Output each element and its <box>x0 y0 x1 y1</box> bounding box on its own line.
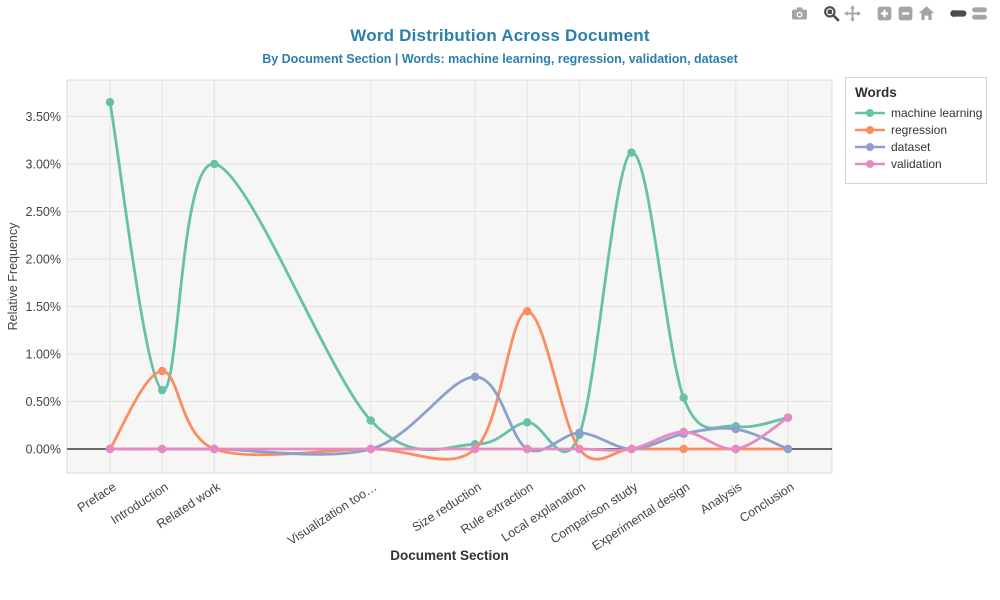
data-point[interactable] <box>627 148 636 157</box>
x-axis-title: Document Section <box>390 548 509 563</box>
data-point[interactable] <box>470 372 480 381</box>
data-point[interactable] <box>679 444 688 454</box>
plot-background <box>67 80 832 473</box>
y-tick-label: 3.50% <box>26 110 61 124</box>
gridlines <box>67 80 832 473</box>
data-point[interactable] <box>523 418 532 427</box>
data-point[interactable] <box>731 424 740 434</box>
data-point[interactable] <box>575 428 584 438</box>
trace-line <box>108 416 790 452</box>
legend: Words machine learning regression dataset v… <box>845 77 987 184</box>
y-tick-label: 0.00% <box>26 443 61 457</box>
home-icon[interactable] <box>916 4 937 23</box>
chart-subtitle: By Document Section | Words: machine lea… <box>262 52 738 66</box>
data-point[interactable] <box>575 444 584 454</box>
legend-swatch-icon <box>855 126 885 134</box>
data-point[interactable] <box>105 98 115 107</box>
chart-title: Word Distribution Across Document <box>350 26 650 45</box>
legend-label: machine learning <box>891 106 983 120</box>
zoom-in-icon[interactable] <box>874 4 895 23</box>
camera-icon[interactable] <box>789 4 810 23</box>
data-point[interactable] <box>470 444 480 454</box>
data-point[interactable] <box>210 444 219 454</box>
hover-closest-icon[interactable] <box>948 4 969 23</box>
data-point[interactable] <box>157 444 167 454</box>
legend-item-validation[interactable]: validation <box>855 157 977 171</box>
y-tick-labels: 0.00% 0.50% 1.00% 1.50% 2.00% 2.50% 3.00% 3.50% <box>26 110 61 457</box>
legend-items: machine learning regression dataset validat… <box>855 106 982 171</box>
x-tick-label: Comparison study <box>548 479 641 546</box>
data-point[interactable] <box>366 444 375 454</box>
pan-icon[interactable] <box>842 4 863 23</box>
x-tick-label: Experimental design <box>590 480 693 553</box>
data-point[interactable] <box>783 444 793 454</box>
y-tick-label: 1.00% <box>26 348 61 362</box>
y-tick-label: 1.50% <box>26 300 61 314</box>
x-tick-label: Visualization too… <box>285 480 379 548</box>
modebar-group <box>821 4 863 23</box>
y-tick-label: 2.50% <box>26 205 61 219</box>
legend-item-regression[interactable]: regression <box>855 123 977 137</box>
x-tick-label: Conclusion <box>737 480 797 525</box>
modebar-group <box>948 4 990 23</box>
modebar-group <box>789 4 810 23</box>
hover-compare-icon[interactable] <box>969 4 990 23</box>
zoom-out-icon[interactable] <box>895 4 916 23</box>
legend-title: Words <box>855 85 897 100</box>
data-point[interactable] <box>679 427 688 437</box>
data-point[interactable] <box>105 444 115 454</box>
modebar <box>778 4 990 23</box>
x-tick-label: Preface <box>75 480 119 515</box>
legend-swatch-icon <box>855 143 885 151</box>
data-point[interactable] <box>157 385 167 395</box>
data-point[interactable] <box>627 444 636 454</box>
zoom-icon[interactable] <box>821 4 842 23</box>
legend-label: regression <box>891 123 948 137</box>
legend-item-dataset[interactable]: dataset <box>855 140 977 154</box>
data-point[interactable] <box>210 159 219 169</box>
legend-swatch-icon <box>855 160 885 168</box>
y-tick-label: 0.50% <box>26 395 61 409</box>
y-tick-label: 3.00% <box>26 158 61 172</box>
data-point[interactable] <box>731 444 740 454</box>
data-point[interactable] <box>523 444 532 454</box>
data-point[interactable] <box>679 393 688 402</box>
data-point[interactable] <box>783 413 793 422</box>
data-point[interactable] <box>366 416 375 425</box>
legend-item-machine-learning[interactable]: machine learning <box>855 106 982 120</box>
data-point[interactable] <box>157 366 167 376</box>
legend-label: validation <box>891 157 942 171</box>
trace-line <box>108 100 790 453</box>
data-point[interactable] <box>523 307 532 316</box>
y-axis-title: Relative Frequency <box>6 222 20 330</box>
legend-label: dataset <box>891 140 931 154</box>
trace-validation[interactable] <box>105 413 793 454</box>
modebar-group <box>874 4 937 23</box>
y-tick-label: 2.00% <box>26 253 61 267</box>
x-tick-label: Analysis <box>698 480 745 517</box>
plot-border <box>66 79 833 474</box>
legend-swatch-icon <box>855 109 885 117</box>
